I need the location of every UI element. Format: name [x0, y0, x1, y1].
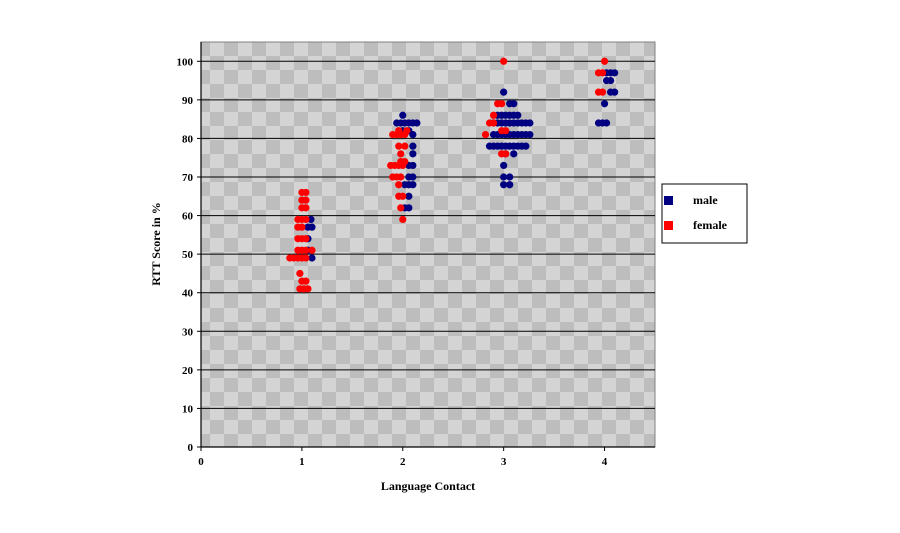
data-point-female: [302, 277, 310, 285]
data-point-female: [399, 192, 407, 200]
data-point-male: [500, 88, 508, 96]
legend-label-female: female: [693, 218, 728, 232]
data-point-female: [401, 130, 409, 139]
data-point-male: [500, 181, 508, 189]
data-point-female: [502, 127, 510, 135]
data-point-female: [399, 215, 407, 224]
data-point-male: [308, 223, 316, 231]
data-point-male: [522, 142, 530, 150]
y-tick-label: 100: [177, 56, 194, 68]
data-point-female: [395, 142, 403, 150]
legend: male female: [661, 183, 748, 244]
data-point-male: [514, 111, 522, 119]
y-tick-label: 30: [182, 326, 194, 338]
data-point-female: [397, 173, 405, 181]
series-male: [304, 69, 619, 262]
data-point-female: [395, 181, 403, 189]
data-point-male: [409, 173, 417, 181]
data-point-male: [526, 119, 534, 127]
y-tick-label: 60: [182, 211, 194, 223]
data-point-male: [500, 161, 508, 170]
y-tick-label: 70: [182, 172, 194, 184]
data-point-female: [481, 130, 490, 139]
legend-label-male: male: [693, 193, 718, 207]
data-point-female: [302, 188, 310, 197]
data-point-female: [598, 88, 607, 96]
data-point-female: [302, 196, 310, 204]
data-point-male: [307, 215, 315, 224]
data-point-male: [510, 150, 518, 158]
data-point-male: [506, 181, 514, 189]
data-point-male: [611, 88, 619, 96]
x-tick-label: 3: [501, 456, 507, 468]
y-tick-label: 20: [182, 365, 194, 377]
data-point-female: [489, 119, 498, 127]
data-point-male: [600, 100, 609, 108]
data-point-female: [500, 57, 508, 65]
data-point-male: [409, 130, 417, 139]
data-point-male: [611, 69, 619, 77]
data-point-female: [302, 204, 310, 212]
plot-area: [200, 41, 656, 448]
y-tick-label: 40: [182, 288, 194, 300]
data-point-female: [302, 246, 310, 254]
y-tick-label: 0: [188, 442, 194, 454]
data-point-female: [489, 111, 498, 119]
data-point-male: [500, 173, 508, 181]
data-point-male: [399, 111, 407, 119]
data-point-male: [510, 100, 518, 108]
legend-box: [661, 183, 748, 244]
y-tick-label: 50: [182, 249, 194, 261]
data-point-male: [413, 119, 421, 127]
x-tick-label: 2: [400, 456, 406, 468]
y-axis-title: RTT Score in %: [149, 202, 163, 285]
data-point-male: [526, 130, 534, 139]
data-point-female: [304, 285, 312, 293]
data-point-female: [397, 150, 405, 158]
data-point-male: [405, 192, 413, 200]
x-tick-label: 1: [299, 456, 305, 468]
data-point-female: [302, 215, 310, 224]
data-point-male: [602, 119, 611, 127]
data-point-female: [397, 204, 405, 212]
data-point-male: [409, 161, 417, 170]
y-tick-label: 10: [182, 403, 194, 415]
data-point-female: [298, 223, 306, 231]
x-tick-label: 4: [602, 456, 608, 468]
data-point-female: [598, 69, 607, 77]
data-point-female: [308, 246, 316, 254]
axes: 0 10 20 30 40 50 60 70 80 90 100 0 1 2 3 4: [177, 42, 655, 468]
data-point-female: [296, 269, 304, 278]
data-point-male: [308, 254, 316, 262]
gridlines: [201, 60, 655, 409]
legend-swatch-male: [664, 196, 673, 205]
data-point-male: [506, 173, 514, 181]
legend-swatch-female: [664, 221, 673, 230]
data-point-female: [399, 161, 407, 170]
data-points: [286, 57, 619, 293]
data-point-male: [409, 142, 417, 150]
data-point-female: [401, 142, 409, 150]
data-point-male: [409, 181, 417, 189]
y-tick-label: 90: [182, 95, 194, 107]
data-point-female: [302, 254, 310, 262]
series-female: [286, 57, 609, 293]
x-axis-title: Language Contact: [381, 479, 475, 493]
y-tick-label: 80: [182, 133, 194, 145]
data-point-male: [607, 76, 615, 85]
data-point-female: [302, 235, 310, 243]
data-point-female: [498, 100, 506, 108]
data-point-male: [409, 150, 417, 158]
data-point-female: [502, 150, 510, 158]
x-tick-label: 0: [198, 456, 204, 468]
data-point-female: [600, 57, 609, 65]
